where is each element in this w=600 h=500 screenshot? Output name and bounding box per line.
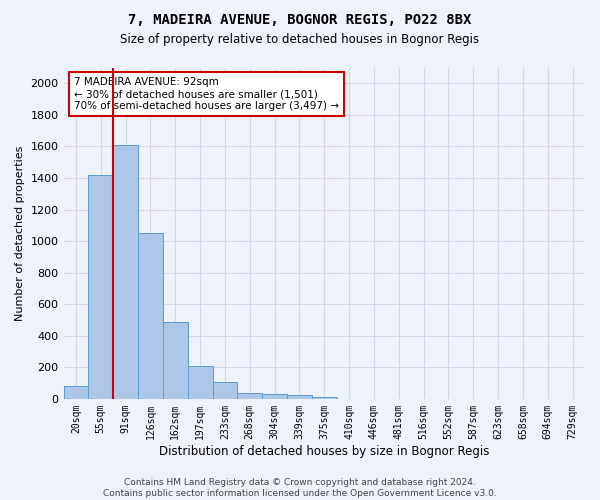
Text: Size of property relative to detached houses in Bognor Regis: Size of property relative to detached ho… <box>121 32 479 46</box>
Text: 7, MADEIRA AVENUE, BOGNOR REGIS, PO22 8BX: 7, MADEIRA AVENUE, BOGNOR REGIS, PO22 8B… <box>128 12 472 26</box>
Bar <box>212 382 238 399</box>
Bar <box>312 396 337 399</box>
Bar <box>163 322 188 399</box>
Bar <box>262 394 287 399</box>
Bar <box>238 392 262 399</box>
X-axis label: Distribution of detached houses by size in Bognor Regis: Distribution of detached houses by size … <box>159 444 490 458</box>
Bar <box>113 145 138 399</box>
Text: 7 MADEIRA AVENUE: 92sqm
← 30% of detached houses are smaller (1,501)
70% of semi: 7 MADEIRA AVENUE: 92sqm ← 30% of detache… <box>74 78 339 110</box>
Text: Contains HM Land Registry data © Crown copyright and database right 2024.
Contai: Contains HM Land Registry data © Crown c… <box>103 478 497 498</box>
Bar <box>138 233 163 399</box>
Bar <box>88 175 113 399</box>
Y-axis label: Number of detached properties: Number of detached properties <box>15 146 25 321</box>
Bar <box>64 386 88 399</box>
Bar <box>287 396 312 399</box>
Bar <box>188 366 212 399</box>
